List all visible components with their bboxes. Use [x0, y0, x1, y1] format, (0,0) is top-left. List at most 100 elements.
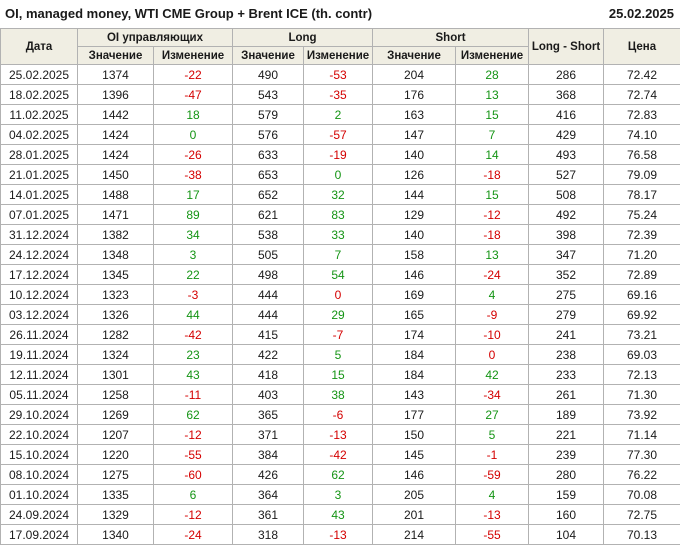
- cell-short-value: 204: [372, 64, 457, 85]
- cell-short-value: 174: [372, 324, 457, 345]
- cell-short-value: 205: [372, 484, 457, 505]
- cell-price: 72.39: [603, 224, 680, 245]
- cell-oi-value: 1382: [77, 224, 154, 245]
- cell-oi-value: 1258: [77, 384, 154, 405]
- cell-oi-value: 1374: [77, 64, 154, 85]
- cell-short-value: 146: [372, 464, 457, 485]
- cell-oi-value: 1329: [77, 504, 154, 525]
- cell-long-value: 505: [232, 244, 304, 265]
- table-row: 18.02.2025 1396 -47 543 -35 176 13 368 72.74: [0, 84, 680, 105]
- cell-price: 71.14: [603, 424, 680, 445]
- cell-long-short: 347: [528, 244, 605, 265]
- cell-short-value: 201: [372, 504, 457, 525]
- cell-oi-change: 89: [153, 204, 233, 225]
- cell-oi-change: 44: [153, 304, 233, 325]
- cell-long-value: 415: [232, 324, 304, 345]
- table-row: 10.12.2024 1323 -3 444 0 169 4 275 69.16: [0, 284, 680, 305]
- cell-oi-change: -55: [153, 444, 233, 465]
- col-group-oi: OI управляющих: [77, 28, 233, 47]
- cell-short-change: -24: [455, 264, 530, 285]
- cell-date: 10.12.2024: [0, 284, 78, 305]
- subheader-long-change: Изменение: [302, 46, 374, 65]
- cell-oi-change: -60: [153, 464, 233, 485]
- cell-date: 05.11.2024: [0, 384, 78, 405]
- table-row: 04.02.2025 1424 0 576 -57 147 7 429 74.10: [0, 124, 680, 145]
- cell-long-change: -7: [302, 324, 374, 345]
- cell-long-short: 398: [528, 224, 605, 245]
- cell-oi-value: 1207: [77, 424, 154, 445]
- cell-long-change: 7: [302, 244, 374, 265]
- cell-oi-value: 1220: [77, 444, 154, 465]
- table-body: 25.02.2025 1374 -22 490 -53 204 28 286 72.42 18.0…: [0, 64, 680, 545]
- cell-long-value: 426: [232, 464, 304, 485]
- cell-long-value: 403: [232, 384, 304, 405]
- cell-short-value: 140: [372, 224, 457, 245]
- cell-price: 70.13: [603, 524, 680, 545]
- cell-long-value: 371: [232, 424, 304, 445]
- cell-short-value: 169: [372, 284, 457, 305]
- cell-long-value: 543: [232, 84, 304, 105]
- cell-short-change: 7: [455, 124, 530, 145]
- cell-long-value: 579: [232, 104, 304, 125]
- cell-long-value: 361: [232, 504, 304, 525]
- cell-long-short: 527: [528, 164, 605, 185]
- cell-long-short: 239: [528, 444, 605, 465]
- cell-long-value: 498: [232, 264, 304, 285]
- cell-short-value: 165: [372, 304, 457, 325]
- cell-short-value: 214: [372, 524, 457, 545]
- cell-short-change: -34: [455, 384, 530, 405]
- cell-oi-value: 1301: [77, 364, 154, 385]
- cell-short-value: 184: [372, 364, 457, 385]
- cell-long-change: -13: [302, 424, 374, 445]
- cell-long-value: 384: [232, 444, 304, 465]
- cell-long-change: -13: [302, 524, 374, 545]
- cell-short-change: -12: [455, 204, 530, 225]
- cell-oi-change: 62: [153, 404, 233, 425]
- cell-short-change: 13: [455, 244, 530, 265]
- cell-oi-change: -38: [153, 164, 233, 185]
- cell-oi-change: 34: [153, 224, 233, 245]
- cell-short-change: 15: [455, 184, 530, 205]
- cell-oi-change: -12: [153, 424, 233, 445]
- cell-short-value: 143: [372, 384, 457, 405]
- cell-price: 73.21: [603, 324, 680, 345]
- cell-long-change: 54: [302, 264, 374, 285]
- cell-oi-value: 1326: [77, 304, 154, 325]
- cell-date: 21.01.2025: [0, 164, 78, 185]
- cell-price: 69.92: [603, 304, 680, 325]
- report-header: OI, managed money, WTI CME Group + Brent…: [0, 0, 680, 28]
- table-head: Дата OI управляющих Long Short Long - Sh…: [0, 28, 680, 65]
- cell-oi-change: -47: [153, 84, 233, 105]
- cell-oi-value: 1275: [77, 464, 154, 485]
- cell-long-value: 490: [232, 64, 304, 85]
- cell-short-value: 147: [372, 124, 457, 145]
- cell-long-change: 15: [302, 364, 374, 385]
- cell-short-change: -59: [455, 464, 530, 485]
- cell-short-change: 13: [455, 84, 530, 105]
- table-row: 29.10.2024 1269 62 365 -6 177 27 189 73.92: [0, 404, 680, 425]
- cell-long-short: 493: [528, 144, 605, 165]
- table-row: 12.11.2024 1301 43 418 15 184 42 233 72.13: [0, 364, 680, 385]
- cell-date: 24.12.2024: [0, 244, 78, 265]
- cell-long-value: 538: [232, 224, 304, 245]
- cell-oi-value: 1345: [77, 264, 154, 285]
- cell-short-change: -18: [455, 224, 530, 245]
- col-header-long-short: Long - Short: [528, 28, 605, 65]
- cell-short-change: -10: [455, 324, 530, 345]
- cell-price: 72.74: [603, 84, 680, 105]
- cell-long-short: 233: [528, 364, 605, 385]
- cell-long-change: -6: [302, 404, 374, 425]
- cell-short-value: 126: [372, 164, 457, 185]
- cell-short-value: 144: [372, 184, 457, 205]
- cell-short-change: -9: [455, 304, 530, 325]
- cell-long-value: 444: [232, 284, 304, 305]
- cell-short-value: 146: [372, 264, 457, 285]
- cell-price: 74.10: [603, 124, 680, 145]
- cell-price: 72.75: [603, 504, 680, 525]
- cell-long-short: 416: [528, 104, 605, 125]
- cell-short-change: 28: [455, 64, 530, 85]
- cell-oi-value: 1488: [77, 184, 154, 205]
- cell-price: 78.17: [603, 184, 680, 205]
- cell-date: 22.10.2024: [0, 424, 78, 445]
